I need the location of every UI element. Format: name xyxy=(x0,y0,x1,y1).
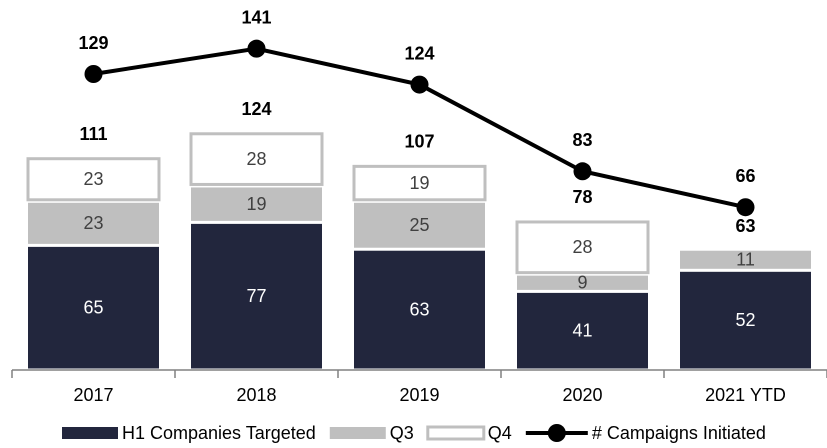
line-point xyxy=(247,39,266,58)
legend-label: Q4 xyxy=(488,423,512,443)
line-point xyxy=(736,198,755,217)
line-point xyxy=(84,65,103,83)
line-label: 66 xyxy=(735,166,755,186)
data-label: 41 xyxy=(572,320,592,340)
x-tick-label: 2017 xyxy=(73,385,113,405)
x-tick-label: 2020 xyxy=(562,385,602,405)
bar-segment xyxy=(517,275,648,290)
bar-segment xyxy=(189,132,324,186)
bar-segment xyxy=(26,157,161,202)
bar-segment xyxy=(515,220,650,275)
x-tick-label: 2018 xyxy=(236,385,276,405)
data-label: 63 xyxy=(409,299,429,319)
legend-swatch xyxy=(329,427,386,439)
legend-label: H1 Companies Targeted xyxy=(122,423,316,443)
legend-dot xyxy=(547,424,566,442)
data-label: 28 xyxy=(572,237,592,257)
total-label: 63 xyxy=(735,216,755,236)
legend-swatch xyxy=(62,427,118,439)
line-point xyxy=(410,75,429,94)
data-label: 28 xyxy=(246,149,266,169)
data-label: 19 xyxy=(409,173,429,193)
legend-swatch xyxy=(426,425,486,441)
legend-label: # Campaigns Initiated xyxy=(592,423,766,443)
data-label: 77 xyxy=(246,286,266,306)
data-label: 11 xyxy=(736,250,755,270)
total-label: 111 xyxy=(79,124,107,144)
bar-segment xyxy=(352,164,487,202)
bar-segment xyxy=(28,246,159,369)
line-label: 129 xyxy=(78,33,108,53)
line-label: 124 xyxy=(404,43,434,63)
line-label: 141 xyxy=(241,7,271,27)
data-label: 25 xyxy=(409,215,429,235)
bar-segment xyxy=(680,250,811,269)
bar-segment xyxy=(28,202,159,244)
data-label: 23 xyxy=(83,213,103,233)
x-tick-label: 2021 YTD xyxy=(705,385,786,405)
total-label: 107 xyxy=(404,132,434,152)
line-label: 83 xyxy=(572,130,592,150)
bar-segment xyxy=(354,202,485,248)
x-tick-label: 2019 xyxy=(399,385,439,405)
bar-segment xyxy=(191,223,322,369)
total-label: 78 xyxy=(572,187,592,207)
data-label: 19 xyxy=(246,194,266,214)
data-label: 52 xyxy=(735,310,755,330)
bar-segment xyxy=(191,187,322,221)
data-label: 9 xyxy=(577,273,587,293)
legend-label: Q3 xyxy=(390,423,414,443)
bar-segment xyxy=(680,271,811,369)
total-label: 124 xyxy=(241,99,271,119)
data-label: 65 xyxy=(83,297,103,317)
line-point xyxy=(573,162,592,181)
data-label: 23 xyxy=(83,169,103,189)
bar-segment xyxy=(517,292,648,369)
bar-segment xyxy=(354,250,485,369)
